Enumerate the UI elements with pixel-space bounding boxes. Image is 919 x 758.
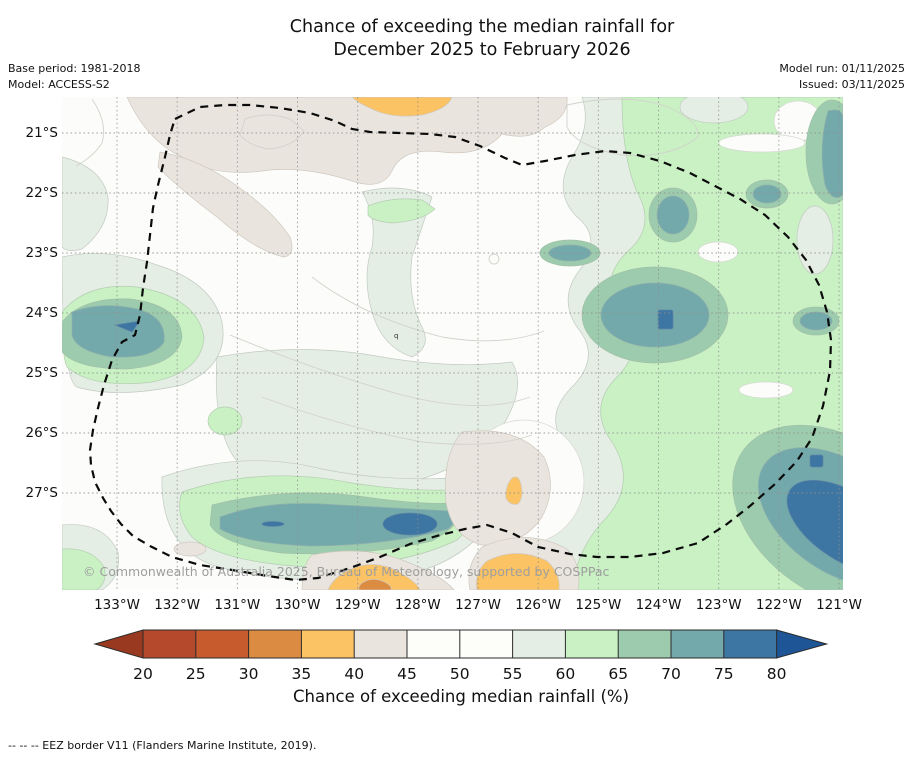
eez-border-line [88,103,833,582]
issued-text: Issued: 03/11/2025 [798,78,905,91]
region-70-75-small-1 [656,195,690,235]
colorbar-segment [564,629,620,659]
region-75-80-se-speck [809,454,824,468]
contour-map: q [62,97,843,590]
region-55-60-center-band [361,187,433,358]
contour-label: q [394,332,398,340]
graticule [62,97,843,590]
lat-tick-label: 22°S [25,185,59,201]
faint-contour-lines [75,98,699,445]
hole-pale-e [796,205,834,275]
colorbar-tick-label: 45 [397,665,417,683]
region-60-65-small-mid [207,406,243,436]
lon-tick-label: 131°W [214,597,261,613]
colorbar-tick-label: 20 [133,665,153,683]
colorbar-tick-label: 80 [767,665,787,683]
lon-tick-label: 132°W [154,597,201,613]
hole-white-se-lens [738,381,794,399]
meta-left: Base period: 1981-2018 Model: ACCESS-S2 [8,61,140,93]
lon-tick-label: 125°W [575,597,622,613]
lat-tick-label: 25°S [25,365,59,381]
lon-tick-label: 124°W [635,597,682,613]
colorbar-tick-label: 65 [608,665,628,683]
colorbar-tick-label: 75 [714,665,734,683]
hole-white-ne-2 [718,133,806,153]
colorbar-segment [406,629,461,659]
colorbar-tick-label: 55 [503,665,523,683]
lon-tick-label: 128°W [394,597,441,613]
region-55-60-west-tongue [62,156,109,251]
base-period-text: Base period: 1981-2018 [8,62,141,75]
hole-white-e [697,241,739,263]
region-75-80-east-speck [657,309,674,330]
chart-title-line2: December 2025 to February 2026 [333,40,631,60]
lon-tick-label: 122°W [755,597,802,613]
colorbar-segment [723,629,778,659]
region-30-35-south-edge [358,578,392,590]
model-run-text: Model run: 01/11/2025 [779,62,905,75]
region-75-80-west-sliver [113,320,141,333]
lat-tick-label: 24°S [25,305,59,321]
lon-tick-label: 133°W [94,597,140,613]
chart-title-line1: Chance of exceeding the median rainfall … [289,17,675,37]
region-40-45-pebble [173,541,207,557]
region-70-75-small-3 [799,311,833,331]
region-75-80-se [786,479,843,575]
hole-pale-ne [679,97,749,124]
meta-right: Model run: 01/11/2025 Issued: 03/11/2025 [779,61,905,93]
colorbar-segment [248,629,303,659]
lon-tick-label: 121°W [816,597,862,613]
colorbar-segment [195,629,250,659]
region-75-80-south-sliver [261,521,285,527]
eez-footnote: -- -- -- EEZ border V11 (Flanders Marine… [8,739,317,752]
colorbar-segment [353,629,408,659]
colorbar-arrow-right [776,629,829,659]
lon-tick-label: 130°W [274,597,321,613]
region-60-65-sw-corner [62,548,106,590]
lon-tick-label: 129°W [334,597,381,613]
colorbar-arrow-left [93,629,144,659]
lat-tick-label: 23°S [25,245,59,261]
colorbar-label: Chance of exceeding median rainfall (%) [292,687,630,706]
colorbar-segment [670,629,725,659]
region-70-75-east-edge [821,109,843,198]
lon-tick-label: 127°W [455,597,501,613]
region-75-80-south-blob [382,512,438,536]
lon-tick-label: 123°W [695,597,742,613]
colorbar-tick-label: 30 [239,665,259,683]
lat-tick-label: 21°S [25,125,59,141]
colorbar-tick-label: 40 [344,665,364,683]
region-40-45-nw-diagonal [157,151,293,258]
model-text: Model: ACCESS-S2 [8,78,110,91]
chart-title: Chance of exceeding the median rainfall … [290,16,674,62]
lat-tick-label: 27°S [25,485,59,501]
colorbar-segment [300,629,356,659]
lon-tick-label: 126°W [515,597,562,613]
colorbar-tick-label: 35 [292,665,312,683]
region-70-75-west-core [71,305,165,358]
colorbar-segment [459,629,514,659]
colorbar-tick-label: 60 [556,665,576,683]
copyright-text: © Commonwealth of Australia 2025, Bureau… [83,564,610,579]
region-35-40-north [351,97,453,117]
region-70-75-east-central [600,282,710,348]
region-35-40-spot [505,476,523,505]
colorbar-tick-label: 25 [186,665,206,683]
region-35-40-south-edge-1 [327,564,421,590]
colorbar-tick-label: 70 [661,665,681,683]
colorbar-segment [142,629,197,659]
colorbar-tick-label: 50 [450,665,470,683]
lat-tick-label: 26°S [25,425,59,441]
colorbar: 20 25 30 35 40 45 50 55 60 65 70 75 80 [93,629,829,683]
colorbar-segment [617,629,672,659]
region-40-45-south-central [445,430,551,546]
region-70-75-small-2 [752,184,782,204]
colorbar-segment [512,629,567,659]
